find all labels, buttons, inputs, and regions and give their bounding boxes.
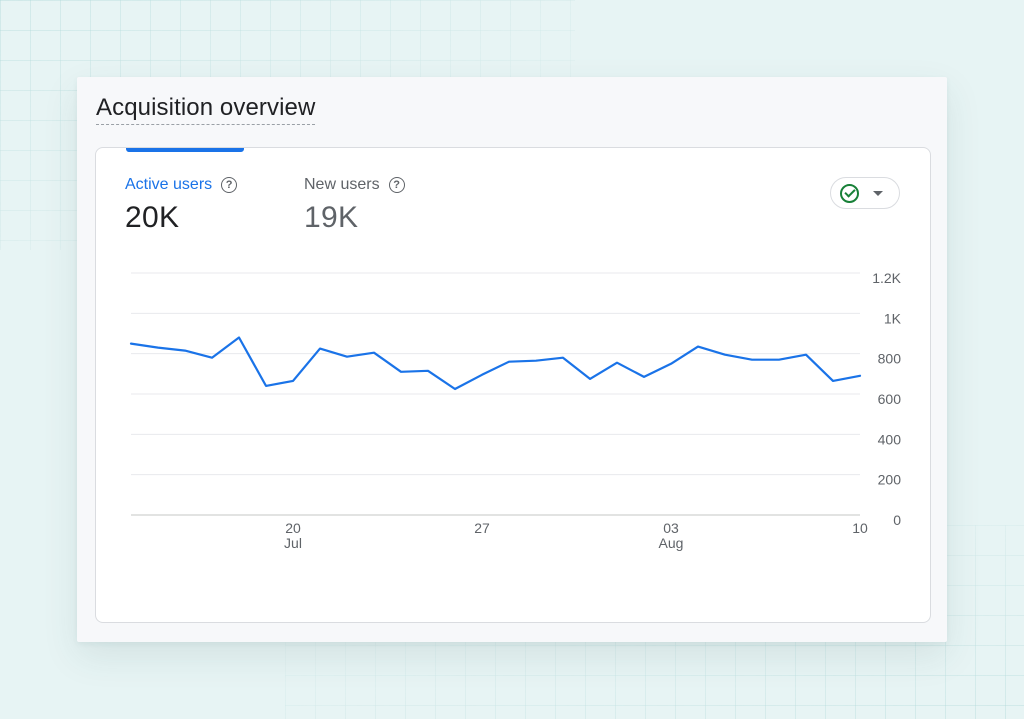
metrics-card: Active users ? 20K New users ? 19K 0 200 4… bbox=[95, 147, 931, 623]
x-tick-label: 03 bbox=[663, 520, 679, 536]
status-dropdown[interactable] bbox=[830, 177, 900, 209]
series-line bbox=[129, 336, 862, 391]
x-tick-month-label: Aug bbox=[659, 535, 684, 551]
y-tick-label: 400 bbox=[878, 431, 902, 447]
y-tick-label: 1K bbox=[884, 310, 902, 326]
panel-title[interactable]: Acquisition overview bbox=[96, 93, 316, 125]
metric-label: Active users bbox=[125, 176, 213, 193]
metric-label: New users bbox=[304, 176, 380, 193]
check-circle-icon bbox=[840, 183, 859, 203]
active-tab-indicator bbox=[126, 148, 244, 152]
tab-new-users[interactable]: New users ? 19K bbox=[304, 174, 405, 235]
tab-active-users[interactable]: Active users ? 20K bbox=[125, 174, 238, 235]
acquisition-overview-panel: Acquisition overview Active users ? 20K … bbox=[77, 77, 947, 642]
metric-value: 19K bbox=[304, 201, 359, 234]
x-tick-label: 10 bbox=[852, 520, 868, 536]
metric-value: 20K bbox=[125, 201, 180, 234]
help-circle-icon[interactable]: ? bbox=[221, 177, 238, 193]
y-tick-label: 600 bbox=[878, 391, 902, 407]
help-circle-icon[interactable]: ? bbox=[388, 177, 405, 193]
y-tick-label: 800 bbox=[878, 351, 902, 367]
caret-down-icon bbox=[873, 190, 883, 196]
y-tick-label: 0 bbox=[893, 512, 901, 528]
x-tick-month-label: Jul bbox=[284, 535, 302, 551]
x-tick-label: 20 bbox=[285, 520, 301, 536]
y-tick-label: 1.2K bbox=[872, 270, 901, 286]
y-tick-label: 200 bbox=[878, 472, 902, 488]
x-tick-label: 27 bbox=[474, 520, 490, 536]
